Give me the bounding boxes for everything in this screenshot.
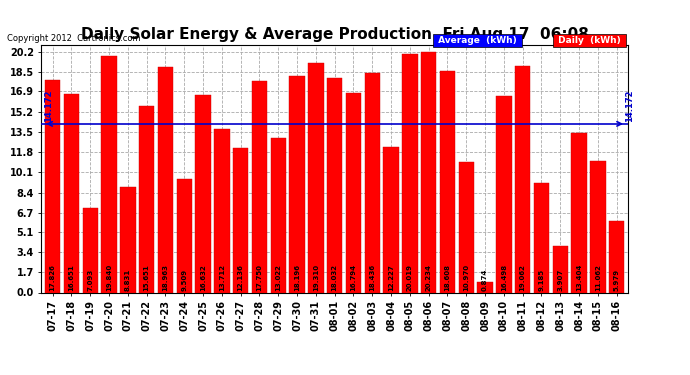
Text: 17.750: 17.750 [257,264,262,291]
Bar [327,78,342,292]
Text: 18.196: 18.196 [294,264,300,291]
Bar [459,162,474,292]
Bar [120,188,135,292]
Bar [440,71,455,292]
Text: 7.093: 7.093 [87,268,93,291]
Text: 11.062: 11.062 [595,264,601,291]
Text: 0.874: 0.874 [482,268,488,291]
Bar [101,56,117,292]
Text: 16.498: 16.498 [501,264,507,291]
Bar [590,161,606,292]
Bar [534,183,549,292]
Bar [496,96,511,292]
Text: 19.840: 19.840 [106,264,112,291]
Text: 8.831: 8.831 [125,268,131,291]
Bar [402,54,417,292]
Text: 18.436: 18.436 [369,264,375,291]
Bar [346,93,361,292]
Text: 12.136: 12.136 [237,264,244,291]
Bar [233,148,248,292]
Text: 16.651: 16.651 [68,264,75,291]
Bar [289,76,305,292]
Bar [158,67,173,292]
Bar [477,282,493,292]
Text: 19.310: 19.310 [313,264,319,291]
Text: 18.963: 18.963 [162,264,168,291]
Text: 20.019: 20.019 [407,264,413,291]
Bar [364,73,380,292]
Bar [195,94,210,292]
Text: 15.651: 15.651 [144,264,150,291]
Bar [139,106,155,292]
Text: 20.234: 20.234 [426,264,432,291]
Bar [515,66,531,292]
Bar [214,129,230,292]
Text: 10.970: 10.970 [463,264,469,291]
Bar [553,246,568,292]
Bar [571,133,586,292]
Bar [45,80,61,292]
Text: 9.509: 9.509 [181,268,187,291]
Bar [252,81,267,292]
Bar [63,94,79,292]
Bar [177,179,192,292]
Text: Average  (kWh): Average (kWh) [435,36,520,45]
Text: 19.062: 19.062 [520,264,526,291]
Text: 17.826: 17.826 [50,264,56,291]
Text: 3.907: 3.907 [558,268,563,291]
Text: Copyright 2012  Cartronics.com: Copyright 2012 Cartronics.com [7,34,141,43]
Text: 18.032: 18.032 [332,264,337,291]
Text: 12.227: 12.227 [388,264,394,291]
Bar [270,138,286,292]
Title: Daily Solar Energy & Average Production  Fri Aug 17  06:08: Daily Solar Energy & Average Production … [81,27,589,42]
Text: 18.608: 18.608 [444,264,451,291]
Text: 5.979: 5.979 [613,268,620,291]
Text: 16.632: 16.632 [200,264,206,291]
Text: 16.794: 16.794 [351,264,357,291]
Text: 14.172: 14.172 [625,90,634,122]
Text: 13.404: 13.404 [576,263,582,291]
Bar [308,63,324,292]
Bar [83,208,98,292]
Text: 14.172: 14.172 [44,90,53,122]
Text: Daily  (kWh): Daily (kWh) [555,36,624,45]
Text: 9.185: 9.185 [538,268,544,291]
Bar [421,52,436,292]
Text: 13.022: 13.022 [275,264,282,291]
Bar [384,147,399,292]
Text: 13.712: 13.712 [219,264,225,291]
Bar [609,221,624,292]
